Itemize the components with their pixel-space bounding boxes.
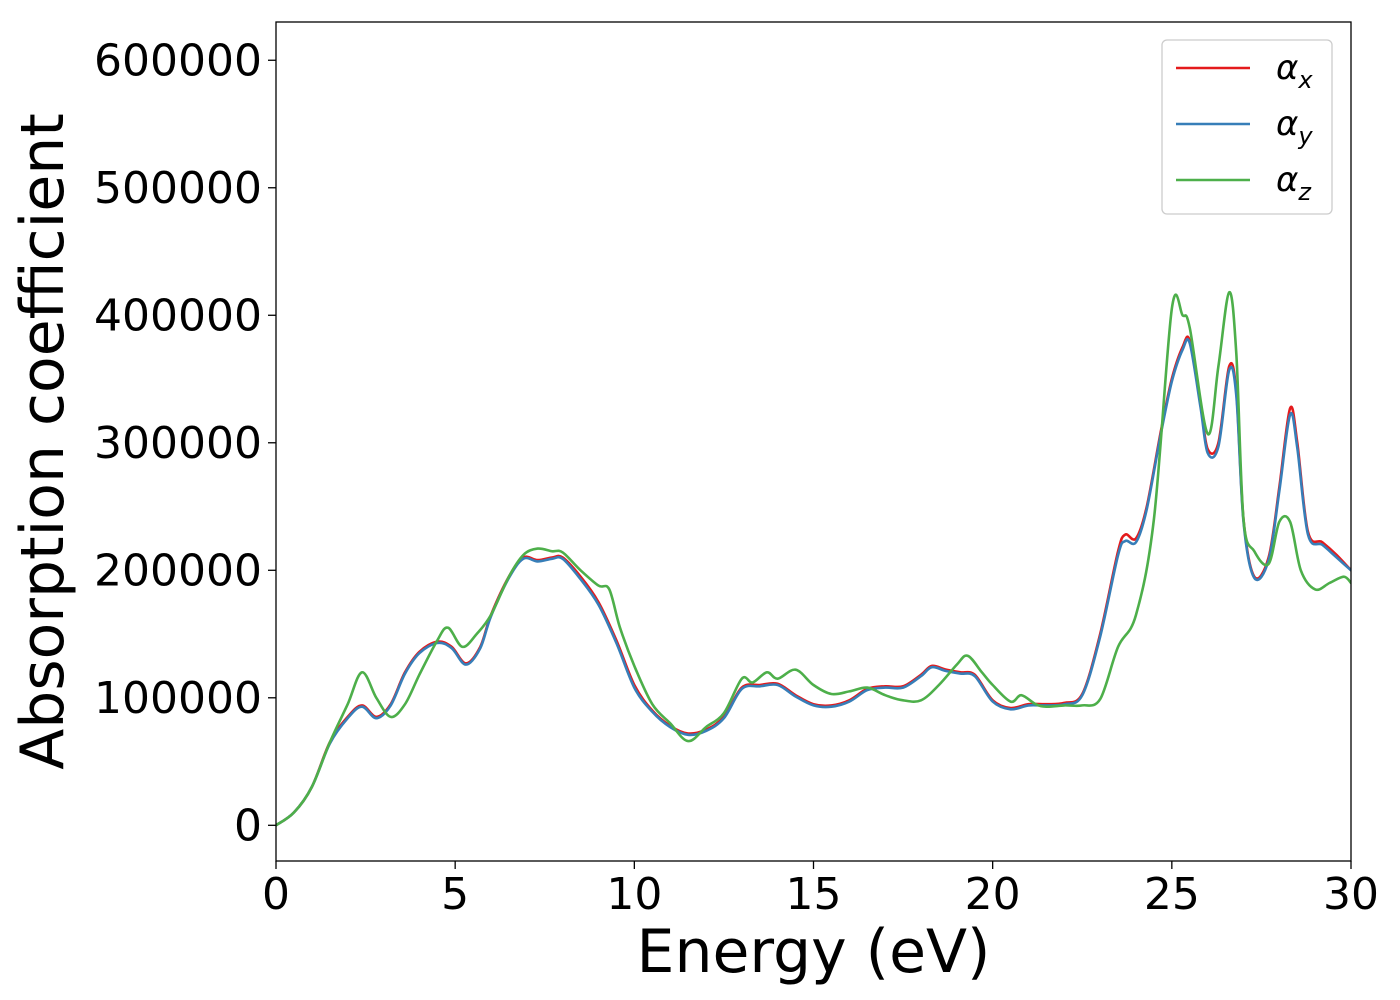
y-tick-label: 100000: [94, 673, 262, 724]
y-tick-label: 500000: [94, 163, 262, 214]
x-tick-label: 20: [965, 869, 1021, 920]
x-tick-label: 30: [1323, 869, 1379, 920]
series-line-y: [276, 338, 1351, 827]
x-tick-label: 10: [606, 869, 662, 920]
y-tick-label: 0: [234, 800, 262, 851]
legend-box: [1161, 39, 1333, 215]
y-tick-label: 400000: [94, 290, 262, 341]
series-lines: [276, 290, 1351, 827]
x-tick-label: 0: [262, 869, 290, 920]
x-axis-label: Energy (eV): [637, 917, 991, 987]
legend-label-z: αz: [1276, 160, 1312, 206]
legend-label-x: αx: [1276, 48, 1313, 94]
series-line-z: [276, 290, 1351, 827]
legend-label-y: αy: [1276, 104, 1313, 150]
series-line-x: [276, 335, 1351, 827]
y-axis-label: Absorption coefficient: [8, 113, 78, 770]
legend: αx αy αz: [1161, 39, 1333, 215]
y-tick-label: 200000: [94, 545, 262, 596]
x-tick-label: 25: [1144, 869, 1200, 920]
y-axis: 0 100000 200000 300000 400000 500000 600000: [94, 35, 276, 851]
x-tick-label: 5: [441, 869, 469, 920]
y-tick-label: 600000: [94, 35, 262, 86]
y-tick-label: 300000: [94, 418, 262, 469]
x-tick-label: 15: [786, 869, 842, 920]
x-axis: 0 5 10 15 20 25 30: [262, 861, 1379, 920]
